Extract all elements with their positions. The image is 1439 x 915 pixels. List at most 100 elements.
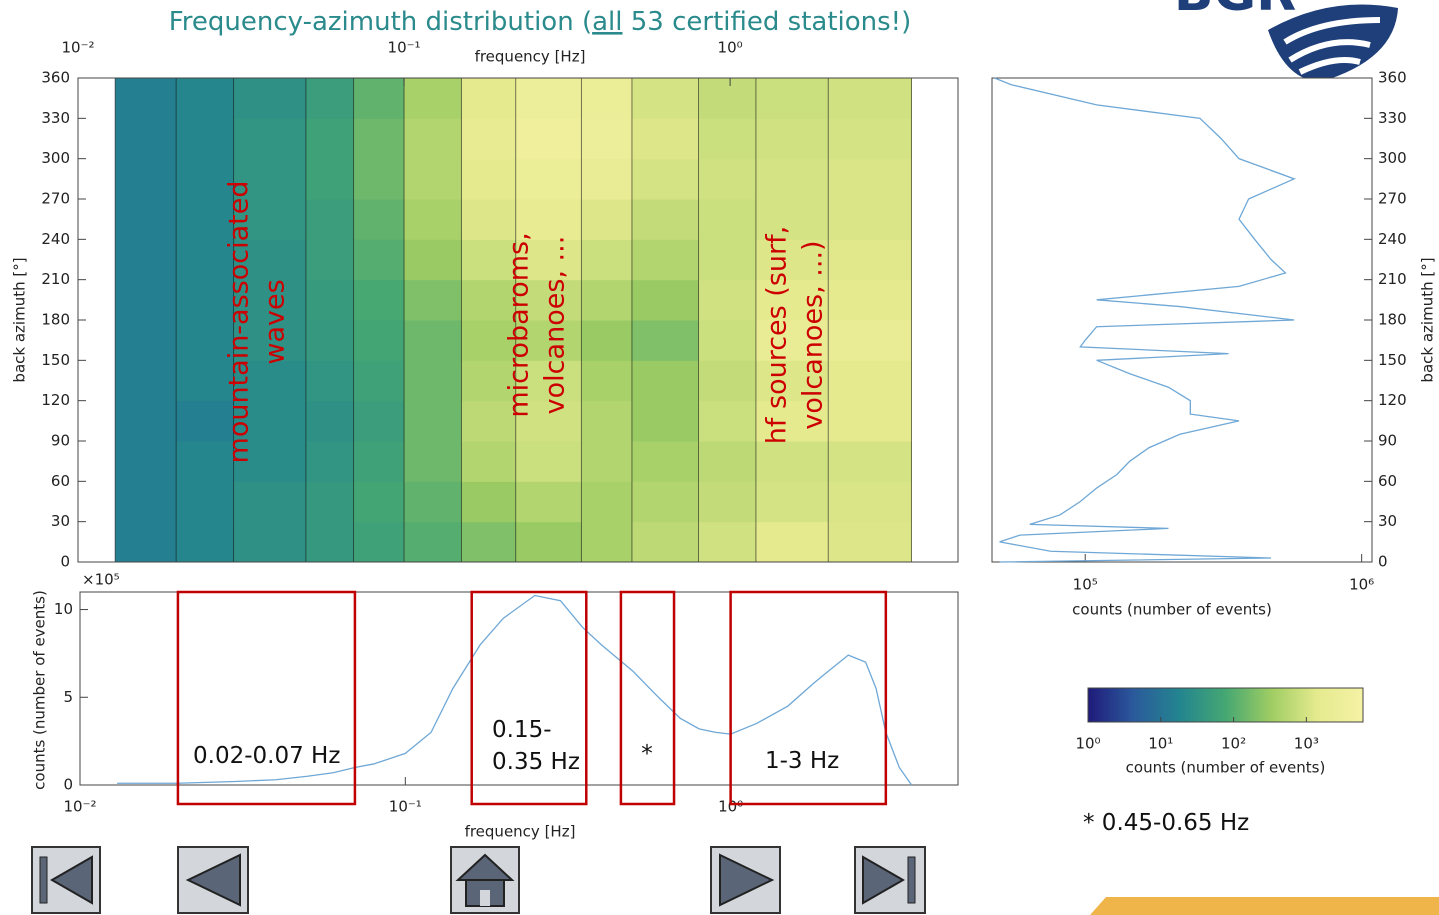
heat-cell [115, 118, 176, 159]
y-tick-label: 300 [1378, 149, 1407, 167]
y-multiplier: ×10⁵ [82, 571, 120, 589]
heat-cell [756, 441, 829, 482]
plot-frame [992, 78, 1372, 562]
heat-cell [828, 441, 912, 482]
heat-cell [828, 118, 912, 159]
heat-cell [404, 118, 462, 159]
heat-cell [828, 320, 912, 361]
x-tick-label: 10⁶ [1349, 576, 1374, 594]
footnote: * 0.45-0.65 Hz [1083, 810, 1249, 836]
heat-cell [581, 78, 632, 119]
heat-cell [516, 78, 582, 119]
heat-cell [404, 320, 462, 361]
colorbar [1088, 688, 1363, 722]
heat-cell [828, 239, 912, 280]
heat-cell [461, 78, 516, 119]
logo-text: BGR [1174, 0, 1296, 23]
heat-cell [581, 401, 632, 442]
nav-last[interactable] [855, 847, 925, 913]
heat-cell [699, 481, 757, 522]
heat-cell [516, 118, 582, 159]
x-tick-label: 10⁻² [61, 39, 94, 57]
y-tick-label: 360 [41, 69, 70, 87]
band-label: * [620, 738, 674, 770]
heat-cell [354, 280, 405, 321]
x-tick-label: 10⁰ [718, 39, 743, 57]
y-tick-label: 330 [1378, 109, 1407, 127]
annotation: hf sources (surf, [762, 226, 793, 444]
heat-cell [354, 320, 405, 361]
heat-cell [828, 522, 912, 563]
y-tick-label: 0 [1378, 553, 1388, 571]
heat-cell [404, 280, 462, 321]
title-part: all [592, 7, 622, 37]
heat-cell [581, 481, 632, 522]
heat-cell [828, 78, 912, 119]
y-axis-label: back azimuth [°] [11, 257, 29, 382]
heat-cell [828, 401, 912, 442]
heat-cell [306, 159, 354, 200]
logo: BGR [1174, 0, 1398, 82]
heat-cell [828, 481, 912, 522]
heat-cell [699, 280, 757, 321]
annotation: volcanoes, ...) [798, 240, 829, 429]
nav-first[interactable] [32, 847, 100, 913]
annotation: mountain-associated [224, 181, 255, 464]
heat-cell [699, 401, 757, 442]
y-tick-label: 360 [1378, 69, 1407, 87]
heat-cell [354, 481, 405, 522]
heat-cell [699, 239, 757, 280]
heat-cell [632, 118, 699, 159]
heat-cell [632, 280, 699, 321]
y-tick-label: 270 [41, 190, 70, 208]
heat-cell [581, 522, 632, 563]
heat-cell [404, 239, 462, 280]
y-tick-label: 60 [1378, 472, 1397, 490]
heat-cell [632, 441, 699, 482]
heat-cell [632, 522, 699, 563]
nav-next[interactable] [711, 847, 780, 913]
heat-cell [306, 280, 354, 321]
heat-cell [404, 441, 462, 482]
heat-cell [354, 360, 405, 401]
nav-home[interactable] [451, 847, 519, 913]
heat-cell [828, 360, 912, 401]
heat-cell [354, 78, 405, 119]
y-tick-label: 240 [41, 230, 70, 248]
heat-cell [115, 360, 176, 401]
heat-cell [461, 522, 516, 563]
y-tick-label: 30 [51, 512, 70, 530]
heat-cell [516, 481, 582, 522]
heat-cell [306, 522, 354, 563]
heat-cell [354, 159, 405, 200]
x-tick-label: 10⁵ [1073, 576, 1098, 594]
heat-cell [234, 481, 307, 522]
heat-cell [404, 481, 462, 522]
x-axis-label: counts (number of events) [1072, 601, 1272, 619]
nav-prev[interactable] [178, 847, 248, 913]
heat-cell [354, 239, 405, 280]
x-axis-label: frequency [Hz] [475, 48, 586, 66]
heat-cell [632, 78, 699, 119]
heat-cell [306, 78, 354, 119]
heat-cell [354, 118, 405, 159]
heat-cell [699, 360, 757, 401]
y-tick-label: 180 [41, 311, 70, 329]
heat-cell [699, 78, 757, 119]
heat-cell [354, 522, 405, 563]
colorbar-tick-label: 10³ [1294, 735, 1319, 753]
y-tick-label: 210 [1378, 270, 1407, 288]
heat-cell [115, 280, 176, 321]
y-tick-label: 330 [41, 109, 70, 127]
heat-cell [756, 78, 829, 119]
heat-cell [461, 441, 516, 482]
heat-cell [699, 199, 757, 240]
colorbar-tick-label: 10² [1221, 735, 1246, 753]
band-label: 1-3 Hz [765, 745, 875, 777]
accent-bar [1090, 897, 1439, 915]
heat-cell [828, 199, 912, 240]
heat-cell [115, 199, 176, 240]
x-tick-label: 10⁻² [63, 798, 96, 816]
heat-cell [699, 118, 757, 159]
heat-cell [828, 280, 912, 321]
